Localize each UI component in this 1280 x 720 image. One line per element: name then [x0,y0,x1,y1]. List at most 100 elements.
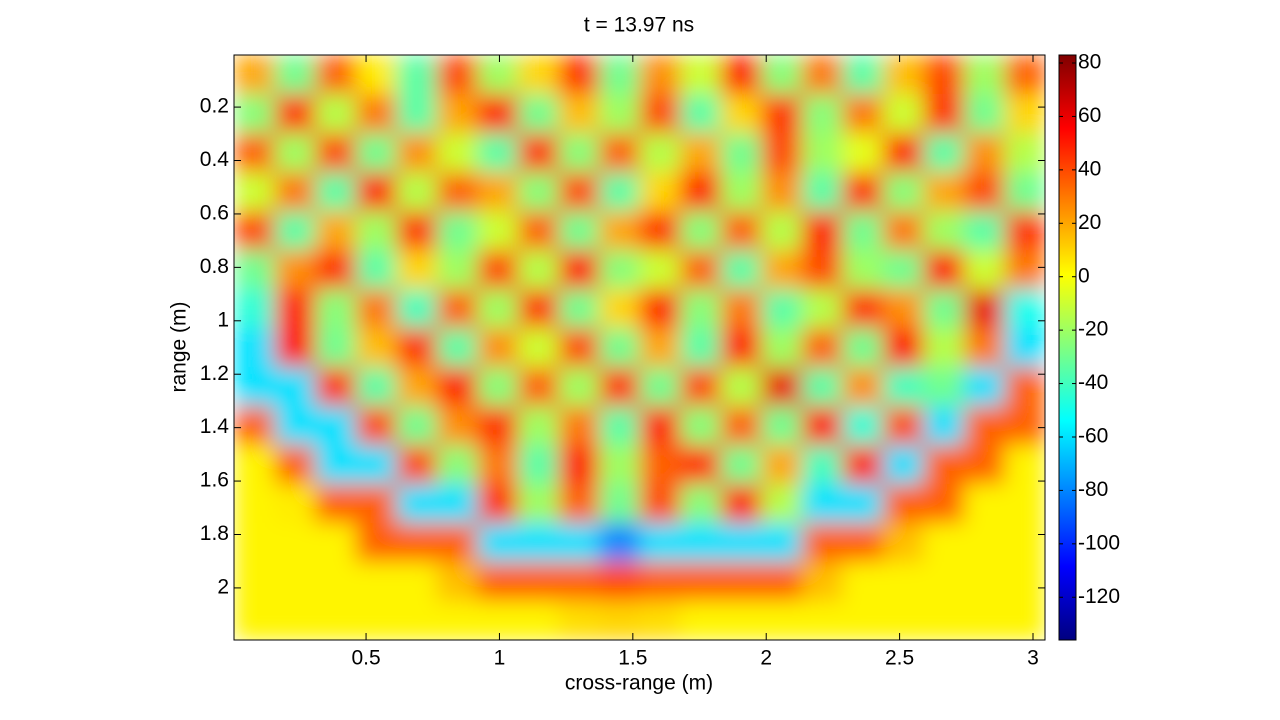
heat-cell [396,523,438,563]
heat-cell [274,250,316,290]
heat-cell [558,406,600,446]
heat-cell [274,367,316,407]
heat-cell [882,94,924,134]
heat-cell [842,484,884,524]
x-axis-label: cross-range (m) [565,672,713,695]
heat-cell [558,367,600,407]
heat-cell [680,94,722,134]
heat-cell [639,55,681,95]
heat-cell [923,133,965,173]
heat-cell [801,445,843,485]
heat-cell [680,289,722,329]
heat-cell [598,133,641,173]
heat-cell [923,211,965,251]
colorbar-tick-label: 0 [1078,264,1090,287]
x-tick-label: 1.5 [618,647,647,670]
heat-cell [558,601,600,640]
heat-cell [234,289,276,329]
heat-cell [558,289,600,329]
heat-cell [315,484,357,524]
heat-cell [396,406,438,446]
heat-cell [761,445,803,485]
heat-cell [477,484,519,524]
heat-cell [963,601,1006,640]
heat-cell [963,406,1006,446]
heat-cell [477,211,519,251]
heat-cell [355,367,397,407]
colorbar-tick-label: -80 [1078,478,1108,501]
heat-cell [598,406,641,446]
heat-cell [842,55,884,95]
heat-cell [517,484,559,524]
heat-cell [761,211,803,251]
heat-cell [274,406,316,446]
heat-cell [801,406,843,446]
heat-cell [639,250,681,290]
heat-cell [923,289,965,329]
heat-cell [1004,133,1045,173]
heat-cell [234,94,276,134]
heat-cell [720,250,762,290]
heat-cell [234,367,276,407]
heat-cell [720,172,762,212]
heat-cell [598,445,641,485]
x-tick-label: 3 [1027,647,1039,670]
heat-cell [436,328,478,368]
heat-cell [558,562,600,602]
heat-cell [517,562,559,602]
colorbar-tick-label: 40 [1078,157,1101,180]
heat-cell [355,562,397,602]
heat-cell [315,406,357,446]
heat-cell [517,211,559,251]
y-tick-label: 1.4 [200,415,230,438]
heat-cell [639,445,681,485]
y-tick-label: 0.6 [200,201,229,224]
heat-cell [436,367,478,407]
heat-cell [234,211,276,251]
heat-cell [558,328,600,368]
heat-cell [680,484,722,524]
heat-cell [517,406,559,446]
heat-cell [680,55,722,95]
heat-cell [963,172,1006,212]
heat-cell [882,367,924,407]
heat-cell [598,172,641,212]
heat-cell [274,601,316,640]
heat-cell [801,55,843,95]
heat-cell [436,133,478,173]
heat-cell [1004,406,1045,446]
heat-cell [517,367,559,407]
heat-cell [842,211,884,251]
heat-cell [801,250,843,290]
heat-cell [315,94,357,134]
heat-cell [842,250,884,290]
heat-cell [598,94,641,134]
heat-cell [315,55,357,95]
heat-cell [923,328,965,368]
heat-cell [315,328,357,368]
heat-cell [680,133,722,173]
heat-cell [598,250,641,290]
heatmap [234,55,1045,640]
heat-cell [761,562,803,602]
heat-cell [720,133,762,173]
heat-cell [315,133,357,173]
heat-cell [355,55,397,95]
heat-cell [680,601,722,640]
x-tick-label: 0.5 [351,647,380,670]
heat-cell [842,406,884,446]
heat-cell [963,484,1006,524]
heat-cell [477,601,519,640]
heat-cell [639,328,681,368]
heat-cell [396,367,438,407]
colorbar-tick-label: -60 [1078,425,1108,448]
colorbar-tick-label: 80 [1078,51,1101,74]
heat-cell [396,55,438,95]
heat-cell [761,406,803,446]
heat-cell [315,562,357,602]
heat-cell [436,172,478,212]
x-tick-label: 1 [494,647,506,670]
heat-cell [598,601,641,640]
heat-cell [923,172,965,212]
heat-cell [963,94,1006,134]
